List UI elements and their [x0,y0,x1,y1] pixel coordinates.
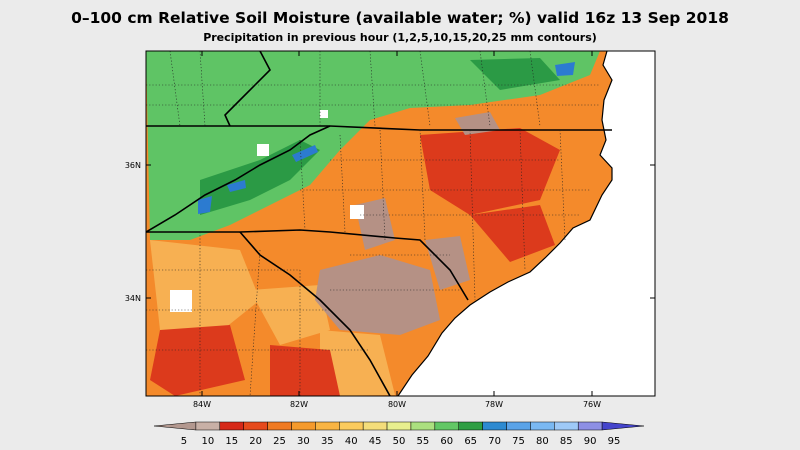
coastline [397,51,613,396]
colorbar-label: 60 [440,436,453,447]
land-region [146,51,612,396]
colorbar-label: 5 [181,436,187,447]
chart-subtitle: Precipitation in previous hour (1,2,5,10… [203,31,597,44]
chart-title: 0–100 cm Relative Soil Moisture (availab… [71,9,729,27]
colorbar-swatch [601,421,645,431]
colorbar-swatch [219,421,244,431]
lon-label: 82W [290,400,308,409]
colorbar-swatch [243,421,268,431]
lon-label: 78W [485,400,503,409]
colorbar-label: 20 [249,436,262,447]
longitude-ticks: 84W 82W 80W 78W 76W [193,51,601,409]
lon-label: 84W [193,400,211,409]
colorbar-label: 25 [273,436,286,447]
colorbar: 5 10 15 20 25 30 35 40 45 50 55 60 65 70 75 80 85 90 95 [153,421,645,447]
colorbar-swatch [506,421,531,431]
colorbar-swatch [434,421,459,431]
colorbar-label: 80 [536,436,549,447]
colorbar-swatch [577,421,603,431]
colorbar-swatch [339,421,364,431]
lat-label: 36N [125,161,141,170]
lon-label: 76W [583,400,601,409]
lat-label: 34N [125,294,141,303]
lon-label: 80W [388,400,406,409]
colorbar-label: 95 [608,436,621,447]
colorbar-label: 40 [345,436,358,447]
colorbar-swatch [386,421,412,431]
colorbar-label: 35 [321,436,334,447]
colorbar-swatch [362,421,388,431]
colorbar-label: 70 [488,436,501,447]
colorbar-label: 15 [225,436,238,447]
latitude-ticks: 36N 34N [125,161,655,303]
colorbar-label: 90 [584,436,597,447]
state-borders [146,51,612,396]
colorbar-label: 65 [464,436,477,447]
colorbar-swatch [267,421,292,431]
colorbar-swatch [530,421,555,431]
colorbar-label: 85 [560,436,573,447]
colorbar-swatch [410,421,436,431]
map-frame [145,50,656,397]
colorbar-label: 55 [417,436,430,447]
county-borders [146,51,600,396]
colorbar-swatch [315,421,340,431]
colorbar-label: 45 [369,436,382,447]
colorbar-swatch [153,421,197,431]
colorbar-swatch [291,421,316,431]
colorbar-label: 75 [512,436,525,447]
colorbar-label: 10 [201,436,214,447]
colorbar-swatch [482,421,507,431]
colorbar-swatch [195,421,221,431]
colorbar-swatch [554,421,579,431]
colorbar-label: 30 [297,436,310,447]
colorbar-swatch [458,421,483,431]
colorbar-label: 50 [393,436,406,447]
